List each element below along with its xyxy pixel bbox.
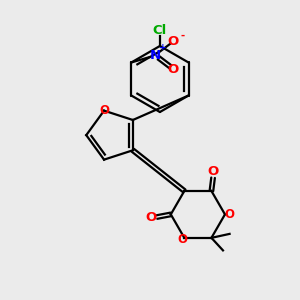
Text: -: - bbox=[180, 30, 184, 40]
Text: O: O bbox=[146, 211, 157, 224]
Text: +: + bbox=[158, 44, 166, 52]
Text: O: O bbox=[208, 165, 219, 178]
Text: Cl: Cl bbox=[153, 24, 167, 37]
Text: O: O bbox=[168, 63, 179, 76]
Text: O: O bbox=[178, 233, 188, 246]
Text: O: O bbox=[224, 208, 234, 221]
Text: O: O bbox=[168, 35, 179, 48]
Text: N: N bbox=[149, 49, 161, 62]
Text: O: O bbox=[99, 104, 109, 117]
